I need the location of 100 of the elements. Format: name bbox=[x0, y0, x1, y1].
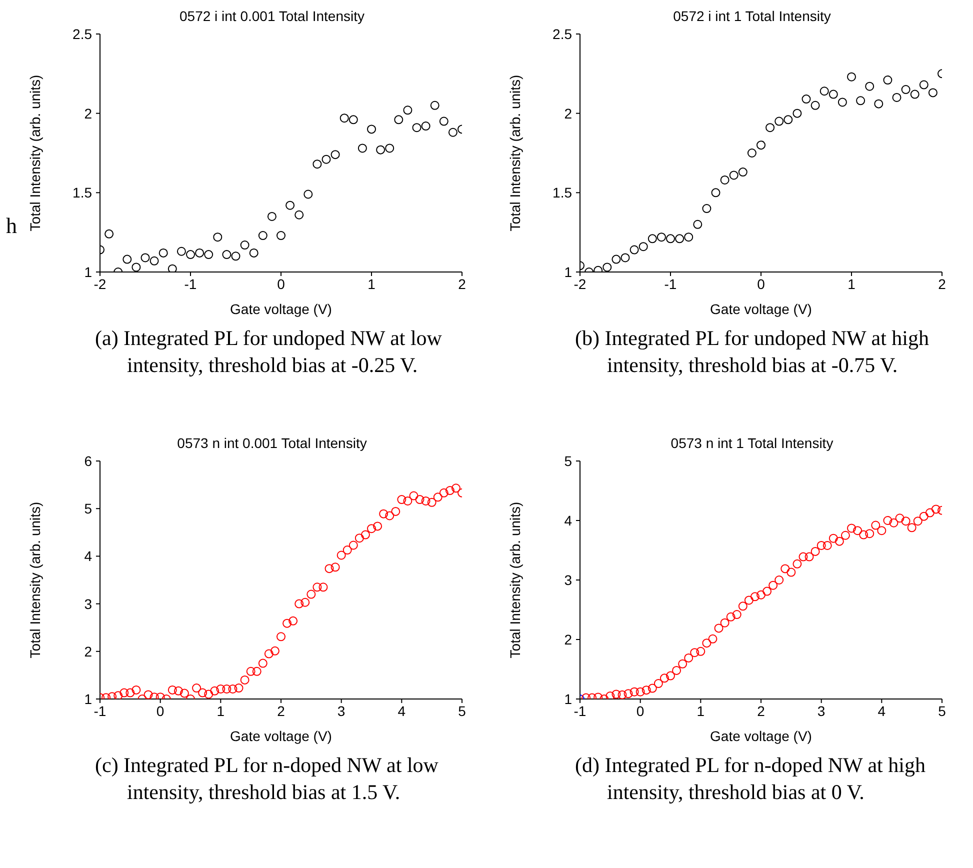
point bbox=[340, 114, 349, 123]
y-tick-label: 5 bbox=[84, 500, 92, 517]
y-tick-label: 2.5 bbox=[72, 26, 92, 42]
y-tick-label: 2 bbox=[564, 105, 572, 122]
chart-title: 0572 i int 1 Total Intensity bbox=[672, 8, 832, 26]
point bbox=[901, 85, 910, 94]
x-tick-label: 4 bbox=[398, 702, 406, 719]
y-axis-title: Total Intensity (arb. units) bbox=[506, 74, 523, 232]
y-tick-label: 3 bbox=[564, 572, 572, 588]
x-axis-title: Gate voltage (V) bbox=[230, 301, 332, 317]
point bbox=[222, 250, 232, 260]
point bbox=[322, 154, 331, 164]
point bbox=[430, 100, 440, 110]
point bbox=[168, 264, 177, 272]
point bbox=[312, 160, 322, 169]
point bbox=[928, 88, 938, 98]
y-tick-label: 4 bbox=[84, 548, 92, 564]
y-tick-label: 6 bbox=[84, 452, 92, 469]
point bbox=[738, 168, 748, 177]
chart-title: 0573 n int 1 Total Intensity bbox=[670, 435, 834, 453]
y-tick-label: 1 bbox=[84, 264, 92, 280]
point bbox=[213, 232, 222, 242]
point bbox=[150, 256, 159, 266]
y-tick-label: 1.5 bbox=[72, 184, 92, 201]
point bbox=[874, 99, 884, 108]
point bbox=[385, 144, 394, 153]
x-tick-label: 3 bbox=[337, 702, 346, 719]
point bbox=[158, 248, 168, 258]
x-tick-label: -2 bbox=[574, 276, 586, 292]
point bbox=[358, 144, 367, 153]
point bbox=[766, 123, 775, 132]
point bbox=[186, 250, 195, 260]
point bbox=[828, 90, 838, 99]
x-tick-label: 0 bbox=[277, 276, 286, 292]
y-tick-label: 2 bbox=[564, 631, 572, 648]
point bbox=[294, 210, 304, 220]
point bbox=[267, 212, 276, 221]
point bbox=[140, 253, 150, 262]
point bbox=[711, 188, 720, 198]
x-tick-label: 0 bbox=[757, 276, 766, 292]
point bbox=[756, 140, 766, 150]
point bbox=[439, 116, 448, 126]
x-tick-label: -1 bbox=[184, 276, 197, 292]
y-tick-label: 2 bbox=[84, 105, 92, 122]
y-tick-label: 1 bbox=[84, 690, 92, 707]
point bbox=[666, 234, 675, 244]
point bbox=[448, 128, 458, 137]
point bbox=[122, 254, 132, 264]
y-tick-label: 3 bbox=[84, 596, 92, 612]
chart-title: 0572 i int 0.001 Total Intensity bbox=[178, 8, 366, 26]
point bbox=[348, 115, 358, 124]
x-tick-label: -1 bbox=[574, 702, 586, 719]
y-tick-label: 1 bbox=[564, 264, 572, 280]
y-axis-title: Total Intensity (arb. units) bbox=[26, 502, 43, 658]
point bbox=[656, 232, 666, 242]
x-tick-label: -1 bbox=[664, 276, 677, 292]
point bbox=[847, 72, 856, 82]
point bbox=[376, 145, 386, 154]
point bbox=[421, 122, 430, 131]
y-axis-title: Total Intensity (arb. units) bbox=[26, 74, 43, 232]
y-tick-label: 2 bbox=[84, 643, 92, 660]
x-tick-label: 0 bbox=[636, 702, 644, 719]
point bbox=[865, 82, 874, 91]
point bbox=[258, 231, 268, 240]
point bbox=[612, 254, 621, 264]
x-tick-label: 1 bbox=[848, 276, 856, 292]
point bbox=[602, 262, 612, 272]
point bbox=[792, 108, 802, 118]
y-tick-label: 1.5 bbox=[552, 184, 572, 201]
point bbox=[702, 204, 712, 214]
y-tick-label: 4 bbox=[564, 512, 572, 528]
x-tick-label: 5 bbox=[938, 702, 946, 719]
x-tick-label: 2 bbox=[757, 702, 766, 719]
point bbox=[675, 234, 684, 244]
point bbox=[810, 100, 820, 110]
text: (d) Integrated PL for n-doped NW at high intensity, threshold bias at 0 V. bbox=[574, 752, 926, 806]
point bbox=[747, 148, 756, 158]
point bbox=[195, 248, 204, 258]
point bbox=[720, 175, 730, 184]
point bbox=[240, 240, 250, 250]
y-tick-label: 5 bbox=[564, 452, 572, 469]
text: (c) Integrated PL for n-doped NW at low intensity, threshold bias at 1.5 V. bbox=[94, 752, 440, 806]
point bbox=[276, 231, 286, 240]
point bbox=[630, 245, 639, 254]
x-tick-label: 5 bbox=[458, 702, 466, 719]
x-axis-title: Gate voltage (V) bbox=[230, 728, 332, 744]
x-axis-title: Gate voltage (V) bbox=[710, 301, 812, 317]
x-tick-label: -2 bbox=[94, 276, 106, 292]
point bbox=[394, 115, 404, 124]
x-tick-label: 2 bbox=[938, 276, 946, 292]
x-axis-title: Gate voltage (V) bbox=[710, 728, 812, 744]
x-tick-label: 4 bbox=[878, 702, 886, 719]
y-tick-label: 2.5 bbox=[552, 26, 572, 42]
point bbox=[367, 124, 376, 134]
x-tick-label: 3 bbox=[817, 702, 826, 719]
x-tick-label: 2 bbox=[277, 702, 286, 719]
y-axis-title: Total Intensity (arb. units) bbox=[506, 502, 523, 658]
point bbox=[856, 96, 866, 106]
point bbox=[620, 253, 630, 262]
point bbox=[820, 86, 829, 96]
